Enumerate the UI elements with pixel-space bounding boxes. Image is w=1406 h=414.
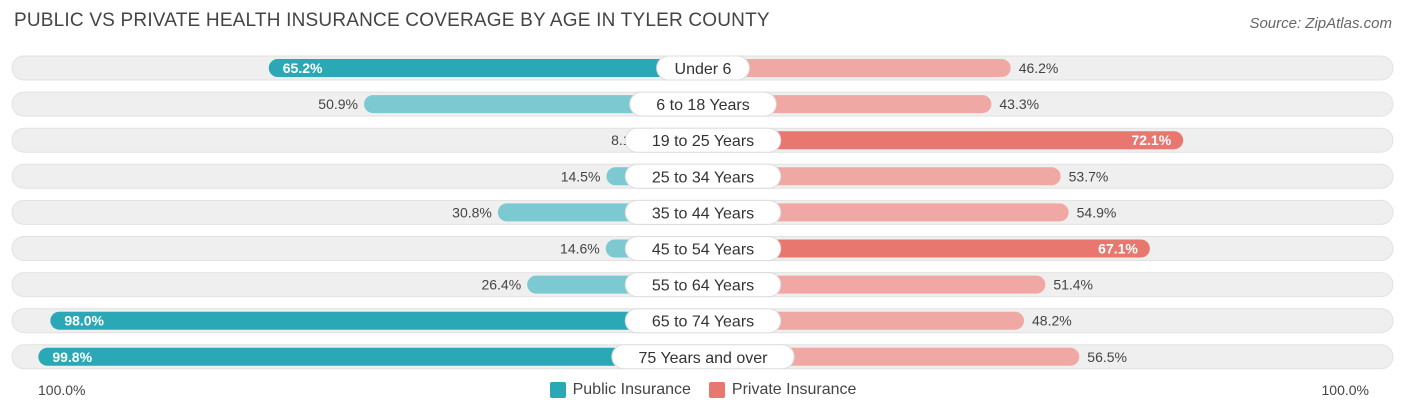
category-label: 75 Years and over bbox=[639, 350, 769, 367]
axis-right-label: 100.0% bbox=[1321, 382, 1369, 398]
bar-public bbox=[268, 59, 703, 77]
chart-legend: Public Insurance Private Insurance bbox=[0, 380, 1406, 400]
bar-private bbox=[703, 59, 1011, 77]
category-pill bbox=[656, 55, 750, 81]
bar-public bbox=[364, 95, 703, 114]
category-label: 6 to 18 Years bbox=[656, 97, 749, 114]
category-label: 35 to 44 Years bbox=[652, 205, 754, 222]
category-label: 55 to 64 Years bbox=[652, 278, 754, 295]
value-label-private: 48.2% bbox=[1032, 313, 1072, 329]
legend-item-private: Private Insurance bbox=[708, 380, 857, 400]
value-label-private: 43.3% bbox=[999, 96, 1039, 112]
category-pill bbox=[624, 199, 782, 225]
bar-public bbox=[50, 311, 703, 330]
legend-label-private: Private Insurance bbox=[731, 381, 857, 398]
category-label: 65 to 74 Years bbox=[652, 314, 754, 331]
value-label-public: 14.6% bbox=[560, 241, 600, 257]
bar-public bbox=[38, 347, 703, 366]
category-pill bbox=[629, 91, 777, 117]
value-label-public: 26.4% bbox=[481, 277, 521, 293]
value-label-private: 53.7% bbox=[1069, 168, 1109, 184]
value-label-private: 72.1% bbox=[1131, 132, 1171, 148]
axis-left-label: 100.0% bbox=[38, 382, 86, 398]
bar-private bbox=[703, 347, 1080, 366]
value-label-public: 65.2% bbox=[283, 60, 323, 76]
category-label: Under 6 bbox=[675, 61, 732, 78]
category-label: 25 to 34 Years bbox=[652, 169, 754, 186]
chart-title: PUBLIC VS PRIVATE HEALTH INSURANCE COVER… bbox=[14, 10, 770, 31]
bar-private bbox=[703, 131, 1184, 150]
value-label-private: 54.9% bbox=[1077, 204, 1117, 220]
value-label-private: 51.4% bbox=[1053, 277, 1093, 293]
bar-private bbox=[703, 167, 1061, 186]
legend-label-public: Public Insurance bbox=[572, 381, 691, 398]
chart-source: Source: ZipAtlas.com bbox=[1249, 15, 1392, 32]
category-pill bbox=[624, 163, 782, 189]
category-pill bbox=[624, 308, 782, 334]
category-label: 19 to 25 Years bbox=[652, 133, 754, 150]
bar-private bbox=[703, 239, 1150, 258]
bar-private bbox=[703, 203, 1069, 222]
legend-swatch-private bbox=[708, 382, 725, 398]
bar-private bbox=[703, 275, 1046, 294]
value-label-public: 14.5% bbox=[561, 168, 601, 184]
legend-item-public: Public Insurance bbox=[549, 380, 691, 400]
value-label-private: 56.5% bbox=[1087, 349, 1127, 365]
category-pill bbox=[611, 344, 795, 370]
legend-swatch-public bbox=[549, 382, 566, 398]
category-pill bbox=[624, 236, 782, 261]
value-label-public: 30.8% bbox=[452, 204, 492, 220]
value-label-public: 99.8% bbox=[52, 349, 92, 365]
bar-private bbox=[703, 311, 1025, 330]
value-label-private: 46.2% bbox=[1019, 60, 1059, 76]
value-label-public: 98.0% bbox=[64, 313, 104, 329]
category-label: 45 to 54 Years bbox=[652, 242, 754, 259]
value-label-private: 67.1% bbox=[1098, 241, 1138, 257]
category-pill bbox=[624, 127, 782, 153]
value-label-public: 50.9% bbox=[318, 96, 358, 112]
category-pill bbox=[624, 272, 782, 298]
